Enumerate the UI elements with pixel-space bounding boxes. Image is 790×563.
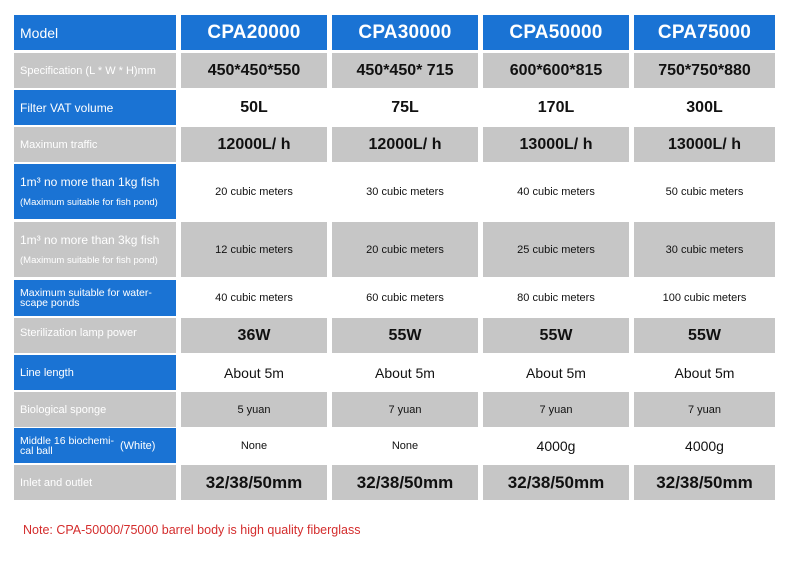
fish-3kg-value: 25 cubic meters xyxy=(483,222,629,277)
row-label-max-traffic: Maximum traffic xyxy=(14,127,176,162)
footnote: Note: CPA-50000/75000 barrel body is hig… xyxy=(23,523,361,537)
lamp-value: 55W xyxy=(332,318,478,353)
model-header-2: CPA30000 xyxy=(332,15,478,50)
model-header-3: CPA50000 xyxy=(483,15,629,50)
traffic-value: 12000L/ h xyxy=(181,127,327,162)
model-header-4: CPA75000 xyxy=(634,15,775,50)
biochemical-ball-value: None xyxy=(181,428,327,463)
traffic-value: 13000L/ h xyxy=(634,127,775,162)
row-label-sub: (Maximum suitable for fish pond) xyxy=(20,254,158,266)
waterscape-value: 100 cubic meters xyxy=(634,280,775,316)
inlet-outlet-value: 32/38/50mm xyxy=(181,465,327,500)
fish-3kg-value: 20 cubic meters xyxy=(332,222,478,277)
row-label-main: 1m³ no more than 3kg fish xyxy=(20,232,160,247)
vat-value: 50L xyxy=(181,90,327,125)
fish-1kg-value: 50 cubic meters xyxy=(634,164,775,219)
row-label-waterscape: Maximum suitable for water-scape ponds xyxy=(14,280,176,316)
row-label-3kg-fish: 1m³ no more than 3kg fish (Maximum suita… xyxy=(14,222,176,277)
waterscape-value: 80 cubic meters xyxy=(483,280,629,316)
header-label-model: Model xyxy=(14,15,176,50)
fish-3kg-value: 12 cubic meters xyxy=(181,222,327,277)
biochemical-ball-value: 4000g xyxy=(634,428,775,463)
spec-value: 450*450* 715 xyxy=(332,53,478,88)
row-label-inlet-outlet: Inlet and outlet xyxy=(14,465,176,500)
row-label-line-length: Line length xyxy=(14,355,176,390)
fish-1kg-value: 20 cubic meters xyxy=(181,164,327,219)
row-label-filter-vat: Filter VAT volume xyxy=(14,90,176,125)
vat-value: 170L xyxy=(483,90,629,125)
fish-3kg-value: 30 cubic meters xyxy=(634,222,775,277)
row-label-biochemical-ball: Middle 16 biochemi-cal ball (White) xyxy=(14,428,176,463)
sponge-value: 7 yuan xyxy=(332,392,478,427)
fish-1kg-value: 40 cubic meters xyxy=(483,164,629,219)
lamp-value: 55W xyxy=(634,318,775,353)
spec-value: 600*600*815 xyxy=(483,53,629,88)
biochemical-ball-value: 4000g xyxy=(483,428,629,463)
row-label-main: Middle 16 biochemi-cal ball xyxy=(20,434,114,457)
row-label-sub: (Maximum suitable for fish pond) xyxy=(20,196,158,208)
waterscape-value: 40 cubic meters xyxy=(181,280,327,316)
traffic-value: 13000L/ h xyxy=(483,127,629,162)
line-length-value: About 5m xyxy=(634,355,775,390)
inlet-outlet-value: 32/38/50mm xyxy=(483,465,629,500)
traffic-value: 12000L/ h xyxy=(332,127,478,162)
row-label-sterilization-lamp: Sterilization lamp power xyxy=(14,318,176,353)
inlet-outlet-value: 32/38/50mm xyxy=(332,465,478,500)
spec-value: 750*750*880 xyxy=(634,53,775,88)
lamp-value: 36W xyxy=(181,318,327,353)
model-header-1: CPA20000 xyxy=(181,15,327,50)
line-length-value: About 5m xyxy=(332,355,478,390)
vat-value: 300L xyxy=(634,90,775,125)
row-label-specification: Specification (L * W * H)mm xyxy=(14,53,176,88)
fish-1kg-value: 30 cubic meters xyxy=(332,164,478,219)
sponge-value: 7 yuan xyxy=(634,392,775,427)
vat-value: 75L xyxy=(332,90,478,125)
line-length-value: About 5m xyxy=(181,355,327,390)
row-label-1kg-fish: 1m³ no more than 1kg fish (Maximum suita… xyxy=(14,164,176,219)
biochemical-ball-value: None xyxy=(332,428,478,463)
inlet-outlet-value: 32/38/50mm xyxy=(634,465,775,500)
lamp-value: 55W xyxy=(483,318,629,353)
row-label-suffix: (White) xyxy=(120,439,156,452)
sponge-value: 5 yuan xyxy=(181,392,327,427)
waterscape-value: 60 cubic meters xyxy=(332,280,478,316)
row-label-main: 1m³ no more than 1kg fish xyxy=(20,174,160,189)
line-length-value: About 5m xyxy=(483,355,629,390)
sponge-value: 7 yuan xyxy=(483,392,629,427)
spec-value: 450*450*550 xyxy=(181,53,327,88)
row-label-biological-sponge: Biological sponge xyxy=(14,392,176,427)
